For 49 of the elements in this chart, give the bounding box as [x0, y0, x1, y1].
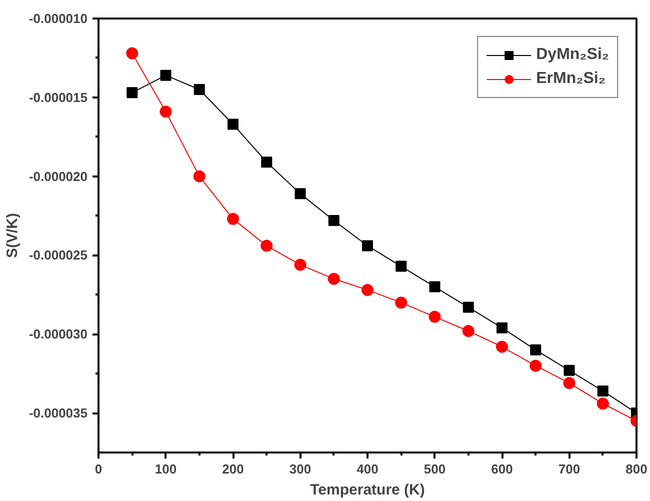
legend-label: ErMn₂Si₂: [536, 70, 606, 88]
point: [564, 364, 575, 376]
point: [530, 344, 542, 356]
y-tick-label: -0.000025: [28, 248, 88, 263]
point: [429, 281, 440, 292]
point: [362, 240, 373, 252]
point: [496, 340, 508, 353]
x-tick-label: 100: [154, 462, 177, 476]
point: [396, 260, 407, 272]
x-tick-label: 200: [222, 462, 244, 476]
point: [261, 156, 272, 168]
x-tick-label: 0: [94, 462, 102, 476]
point: [294, 188, 306, 200]
point: [496, 322, 508, 334]
legend-label: DyMn₂Si₂: [536, 46, 609, 64]
point: [160, 106, 172, 118]
y-tick-label: -0.000030: [28, 326, 88, 342]
x-tick-label: 400: [356, 462, 378, 476]
y-tick-label: -0.000020: [28, 168, 88, 184]
y-tick-label: -0.000015: [28, 90, 88, 105]
point: [126, 87, 138, 98]
x-tick-label: 600: [491, 462, 513, 476]
point: [328, 272, 340, 285]
point: [530, 360, 542, 372]
point: [597, 385, 608, 396]
x-tick-label: 300: [289, 462, 312, 476]
point: [462, 302, 474, 313]
y-axis-title: S(V/K): [4, 212, 21, 258]
point: [462, 324, 474, 337]
x-axis-title: Temperature (K): [310, 482, 425, 498]
point: [563, 377, 576, 390]
point: [428, 310, 441, 323]
point: [294, 258, 306, 271]
y-tick-label: -0.000010: [28, 11, 88, 26]
point: [126, 47, 138, 60]
point: [328, 215, 340, 226]
x-tick-label: 800: [626, 462, 648, 476]
x-tick-label: 700: [558, 462, 580, 476]
point: [596, 398, 609, 410]
point: [227, 212, 239, 225]
point: [260, 240, 273, 252]
point: [194, 84, 205, 96]
y-tick-label: -0.000035: [28, 406, 88, 421]
point: [362, 284, 374, 296]
point: [160, 70, 172, 81]
point: [395, 296, 408, 309]
x-tick-label: 500: [424, 462, 446, 476]
point: [228, 118, 238, 130]
point: [193, 170, 206, 182]
